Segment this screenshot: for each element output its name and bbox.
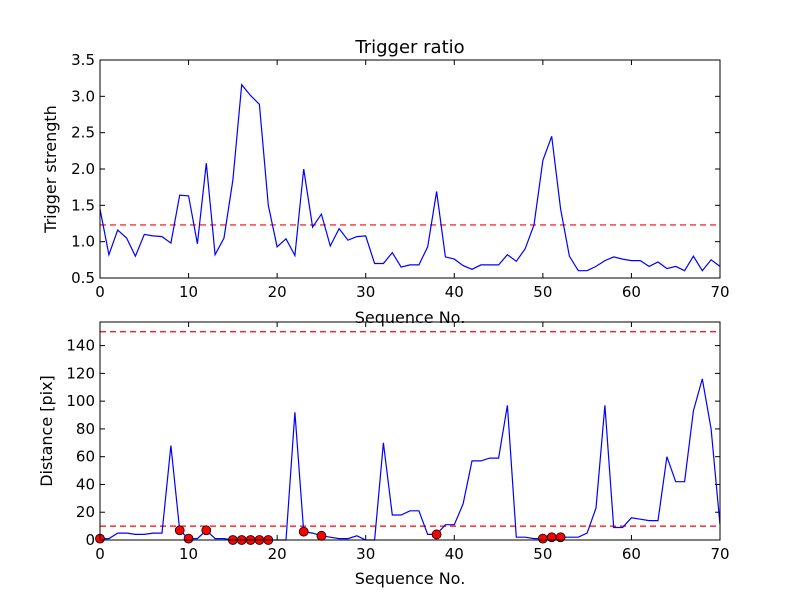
x-tick-label: 10 <box>179 545 198 563</box>
y-tick-label: 3.0 <box>71 87 95 105</box>
y-axis-label: Distance [pix] <box>37 375 56 487</box>
y-tick-label: 140 <box>66 337 95 355</box>
plot-frame <box>99 59 721 279</box>
x-tick-label: 0 <box>95 283 105 301</box>
x-tick-label: 60 <box>622 283 641 301</box>
y-tick-label: 0.5 <box>71 269 95 287</box>
y-axis-label: Trigger strength <box>41 105 60 234</box>
x-tick-label: 0 <box>95 545 105 563</box>
marker-point <box>298 526 309 537</box>
marker-point <box>316 530 327 541</box>
marker-point <box>174 525 185 536</box>
x-tick-label: 40 <box>445 545 464 563</box>
y-tick-label: 40 <box>76 475 95 493</box>
chart-title: Trigger ratio <box>354 37 464 58</box>
x-tick-label: 50 <box>533 545 552 563</box>
x-tick-label: 30 <box>356 283 375 301</box>
y-tick-label: 2.5 <box>71 124 95 142</box>
x-axis-label: Sequence No. <box>355 308 466 327</box>
x-tick-label: 30 <box>356 545 375 563</box>
y-tick-label: 120 <box>66 364 95 382</box>
tick-labels: 0 10 20 30 40 50 60 70 0.5 1.0 1.5 2.0 2.5 3.0 3.5 <box>71 51 729 301</box>
x-tick-label: 60 <box>622 545 641 563</box>
tick-labels: 0 10 20 30 40 50 60 70 0 20 40 60 80 100 120 140 <box>66 337 729 563</box>
x-tick-label: 10 <box>179 283 198 301</box>
y-tick-label: 80 <box>76 420 95 438</box>
marker-point <box>537 533 548 544</box>
marker-point <box>555 532 566 543</box>
y-tick-label: 100 <box>66 392 95 410</box>
plot-frame <box>99 321 721 541</box>
threshold-lines <box>100 331 720 527</box>
y-tick-label: 1.5 <box>71 196 95 214</box>
marker-point <box>431 529 442 540</box>
x-axis-label: Sequence No. <box>355 569 466 588</box>
x-tick-label: 70 <box>710 283 729 301</box>
y-tick-label: 0 <box>85 531 95 549</box>
x-tick-label: 70 <box>710 545 729 563</box>
data-series <box>99 83 721 272</box>
y-tick-label: 20 <box>76 503 95 521</box>
y-tick-label: 1.0 <box>71 233 95 251</box>
x-tick-label: 20 <box>268 283 287 301</box>
x-tick-label: 40 <box>445 283 464 301</box>
y-tick-label: 60 <box>76 448 95 466</box>
distance-chart: 0 10 20 30 40 50 60 70 0 20 40 60 80 100 120 140 Sequen… <box>37 321 730 588</box>
marker-point <box>183 533 194 544</box>
x-tick-label: 50 <box>533 283 552 301</box>
y-tick-label: 3.5 <box>71 51 95 69</box>
x-tick-label: 20 <box>268 545 287 563</box>
marker-point <box>201 525 212 536</box>
marker-points <box>95 525 566 545</box>
series-line <box>99 83 721 272</box>
y-tick-label: 2.0 <box>71 160 95 178</box>
